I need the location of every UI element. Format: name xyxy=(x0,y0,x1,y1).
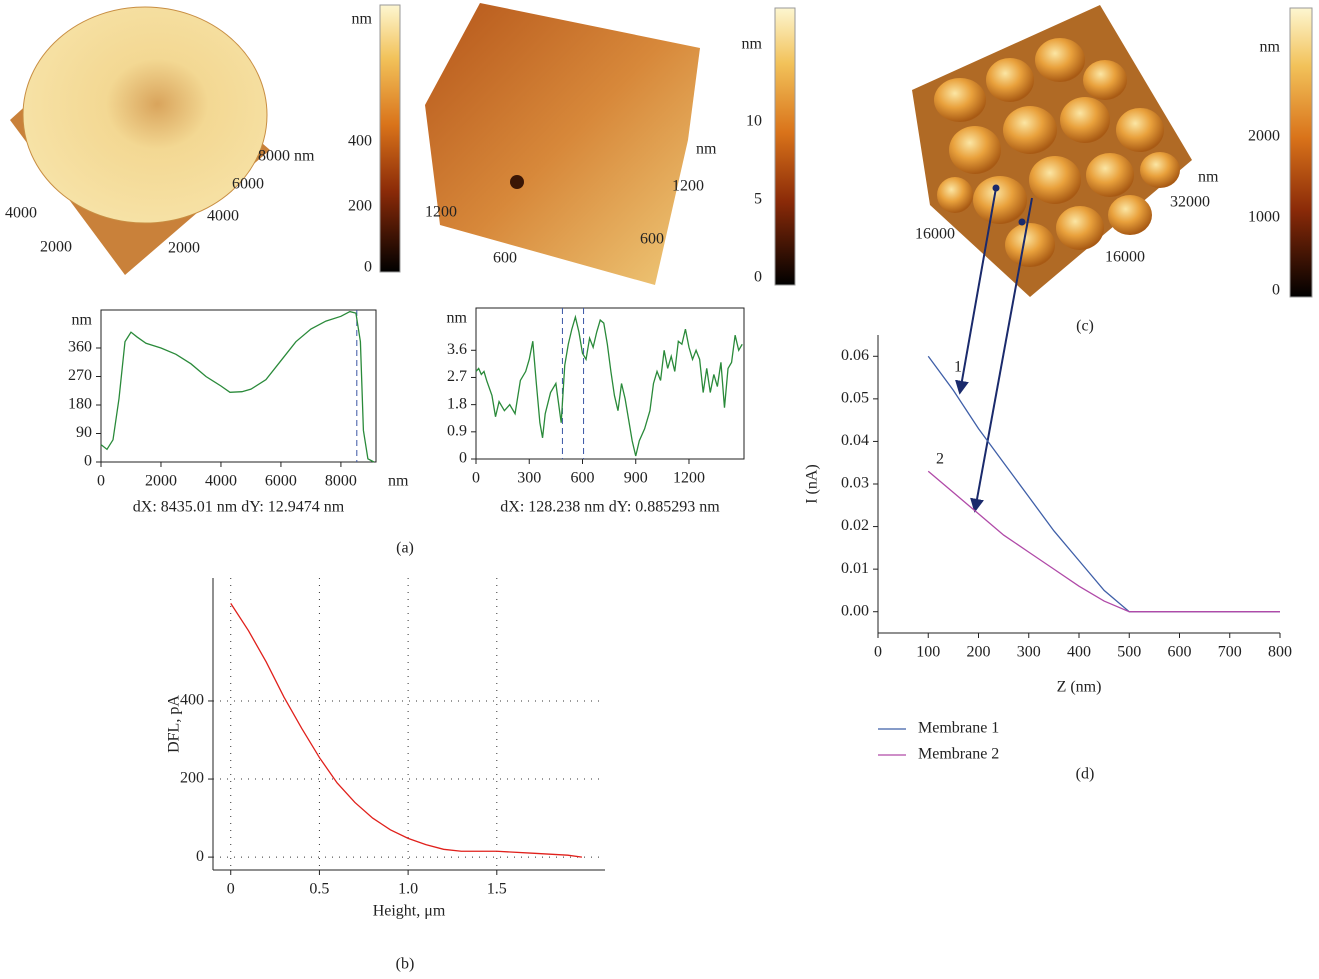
legend-label: Membrane 1 xyxy=(918,720,999,737)
x-tick-label: 2000 xyxy=(145,473,177,490)
x-tick-label: 900 xyxy=(624,470,648,487)
afm-image-2 xyxy=(425,3,795,285)
y-tick-label: 180 xyxy=(68,396,92,413)
colorbar-label: 2000 xyxy=(1248,128,1280,145)
x-tick-label: 600 xyxy=(1168,644,1192,661)
colorbar-label: nm xyxy=(742,36,763,53)
x-tick-label: 0 xyxy=(472,470,480,487)
image-axis-label: nm xyxy=(1198,169,1219,186)
colorbar-label: 0 xyxy=(364,259,372,276)
x-axis-label: Height, μm xyxy=(373,903,446,920)
y-tick-label: 400 xyxy=(180,692,204,709)
image-axis-label: 4000 xyxy=(207,208,239,225)
caption: dX: 8435.01 nm dY: 12.9474 nm xyxy=(133,499,345,516)
image-axis-label: 16000 xyxy=(1105,249,1145,266)
y-tick-label: 0.06 xyxy=(841,347,869,364)
colorbar-label: 400 xyxy=(348,133,372,150)
x-tick-label: 8000 xyxy=(325,473,357,490)
panel-label: (d) xyxy=(1076,766,1095,783)
y-tick-label: 0.00 xyxy=(841,602,869,619)
y-axis-label: DFL, pA xyxy=(166,695,183,753)
x-tick-label: 500 xyxy=(1117,644,1141,661)
y-tick-label: 0 xyxy=(459,450,467,467)
data-line xyxy=(928,356,1280,611)
colorbar-label: 0 xyxy=(754,269,762,286)
x-tick-label: 600 xyxy=(570,470,594,487)
panel-label: (a) xyxy=(396,540,414,557)
x-tick-label: 0 xyxy=(97,473,105,490)
x-tick-label: 1.5 xyxy=(487,881,507,898)
image-axis-label: nm xyxy=(696,141,717,158)
plot-frame xyxy=(476,308,744,459)
y-tick-label: 0.03 xyxy=(841,475,869,492)
x-tick-label: 200 xyxy=(967,644,991,661)
data-line xyxy=(476,317,742,456)
image-axis-label: 1200 xyxy=(425,204,457,221)
x-tick-label: 100 xyxy=(916,644,940,661)
y-tick-label: 0.02 xyxy=(841,517,869,534)
plot-frame xyxy=(101,310,376,462)
x-tick-label: 1.0 xyxy=(398,881,418,898)
y-tick-label: 0.01 xyxy=(841,560,869,577)
y-tick-label: 0 xyxy=(196,848,204,865)
y-tick-label: 0.05 xyxy=(841,390,869,407)
afm-image-1 xyxy=(10,5,400,275)
y-tick-label: 2.7 xyxy=(447,368,467,385)
x-axis-label: Z (nm) xyxy=(1057,679,1102,696)
legend-label: Membrane 2 xyxy=(918,746,999,763)
data-line xyxy=(101,312,374,462)
figure: (a)(b)(c)(d)8000 nm60004000200040002000n… xyxy=(0,0,1319,979)
y-unit: nm xyxy=(72,312,93,329)
x-tick-label: 0.5 xyxy=(309,881,329,898)
y-tick-label: 0 xyxy=(84,453,92,470)
x-tick-label: 4000 xyxy=(205,473,237,490)
colorbar-label: 5 xyxy=(754,191,762,208)
image-axis-label: 8000 nm xyxy=(258,148,315,165)
page: {"panel_labels": ["(a)", "(b)", "(c)", "… xyxy=(0,0,1319,979)
image-axis-label: 32000 xyxy=(1170,194,1210,211)
y-tick-label: 1.8 xyxy=(447,395,467,412)
y-tick-label: 3.6 xyxy=(447,341,467,358)
image-axis-label: 600 xyxy=(640,231,664,248)
y-tick-label: 0.9 xyxy=(447,422,467,439)
colorbar-label: 1000 xyxy=(1248,209,1280,226)
y-tick-label: 0.04 xyxy=(841,432,869,449)
y-tick-label: 360 xyxy=(68,339,92,356)
annotation: 1 xyxy=(954,359,962,376)
panel-label: (c) xyxy=(1076,318,1094,335)
image-axis-label: 6000 xyxy=(232,176,264,193)
y-axis-label: I (nA) xyxy=(804,464,821,504)
image-axis-label: 600 xyxy=(493,250,517,267)
colorbar-label: nm xyxy=(1260,39,1281,56)
data-line xyxy=(231,603,582,857)
x-tick-label: 1200 xyxy=(673,470,705,487)
colorbar-label: 10 xyxy=(746,113,762,130)
x-tick-label: 0 xyxy=(874,644,882,661)
image-axis-label: 2000 xyxy=(40,239,72,256)
image-axis-label: 16000 xyxy=(915,226,955,243)
y-tick-label: 90 xyxy=(76,424,92,441)
colorbar-label: nm xyxy=(352,11,373,28)
image-axis-label: 1200 xyxy=(672,178,704,195)
x-tick-label: 400 xyxy=(1067,644,1091,661)
annotation: 2 xyxy=(936,451,944,468)
x-tick-label: 0 xyxy=(227,881,235,898)
x-tick-label: 300 xyxy=(517,470,541,487)
colorbar-label: 0 xyxy=(1272,282,1280,299)
colorbar-label: 200 xyxy=(348,198,372,215)
x-tick-label: 6000 xyxy=(265,473,297,490)
caption: dX: 128.238 nm dY: 0.885293 nm xyxy=(500,499,720,516)
x-tick-label: 700 xyxy=(1218,644,1242,661)
x-tick-label: 300 xyxy=(1017,644,1041,661)
x-unit: nm xyxy=(388,473,409,490)
y-tick-label: 270 xyxy=(68,367,92,384)
x-tick-label: 800 xyxy=(1268,644,1292,661)
image-axis-label: 4000 xyxy=(5,205,37,222)
y-tick-label: 200 xyxy=(180,770,204,787)
panel-label: (b) xyxy=(396,956,415,973)
y-unit: nm xyxy=(447,310,468,327)
image-axis-label: 2000 xyxy=(168,240,200,257)
